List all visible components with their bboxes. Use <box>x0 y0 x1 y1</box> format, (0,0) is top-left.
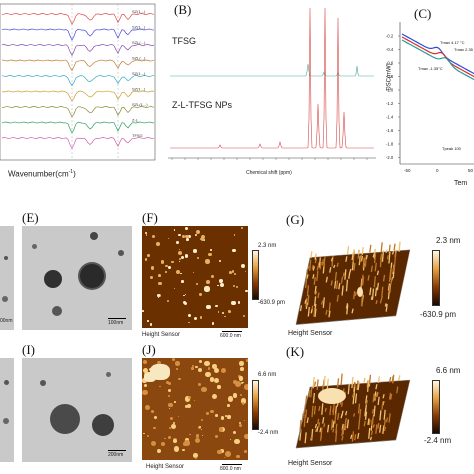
afm-k-scale-bottom: -2.4 nm <box>424 436 452 445</box>
tem-d-scale: 00nm <box>0 318 13 324</box>
dsc-ann2: Tmax 2.35 <box>454 47 473 52</box>
dsc-ytick: -0.8 <box>386 74 394 79</box>
panel-k-label: (K) <box>286 344 305 359</box>
dsc-ann4: Tpeak 100 <box>442 146 461 151</box>
dsc-xtick: 50 <box>468 168 474 173</box>
dsc-xlabel: Tem <box>454 180 468 187</box>
afm-f-scale-bottom: -630.9 pm <box>258 300 286 306</box>
tem-image-d-partial: 00nm <box>0 226 14 330</box>
tem-e-scale: 100nm <box>108 320 124 326</box>
panel-b-label: (B) <box>174 2 192 17</box>
dsc-ytick: -1.8 <box>386 142 394 147</box>
dsc-ytick: -1.0 <box>386 88 394 93</box>
dsc-ytick: -0.4 <box>386 47 394 52</box>
ftir-series-label-9: TFSG <box>132 133 143 138</box>
panel-j-label: (J) <box>142 342 156 357</box>
ftir-series-6 <box>1 90 155 102</box>
ftir-series-2 <box>1 28 155 41</box>
afm-g-caption: Height Sensor <box>288 330 333 337</box>
ftir-series-5 <box>1 75 155 87</box>
ftir-series-label-5: SZ(1...) <box>132 71 146 76</box>
afm-3d-g <box>295 241 411 325</box>
afm-f-scalebar: 600.0 nm <box>220 333 241 339</box>
dsc-xtick: -50 <box>404 168 411 173</box>
afm-j-scalebar: 800.0 nm <box>220 466 241 472</box>
afm-j-colorbar <box>252 380 259 430</box>
afm-j-scale-top: 6.6 nm <box>258 372 277 378</box>
nmr-tfsg-label: TFSG <box>172 36 196 46</box>
afm-image-f <box>142 226 248 328</box>
panel-i-label: (I) <box>22 342 35 357</box>
tem-image-i: 200nm <box>22 358 132 462</box>
ftir-xlabel: Wavenumber(cm-1) <box>8 169 76 179</box>
tem-image-e: 100nm <box>22 226 132 330</box>
nmr-xlabel: Chemical shift (ppm) <box>246 170 292 176</box>
ftir-series-7 <box>1 106 155 118</box>
dsc-curve-1 <box>401 33 474 75</box>
afm-g-scale-top: 2.3 nm <box>436 236 461 245</box>
ftir-series-label-1: SZ(1...) <box>132 9 146 14</box>
afm-k-scale-top: 6.6 nm <box>436 366 461 375</box>
dsc-curve-3 <box>401 39 474 81</box>
panel-e-label: (E) <box>22 210 39 225</box>
ftir-series-label-8: Z-L <box>132 118 139 123</box>
afm-j-scale-bottom: -2.4 nm <box>258 430 279 436</box>
afm-k-caption: Height Sensor <box>288 460 333 467</box>
dsc-xtick: 0 <box>436 168 439 173</box>
panel-g-label: (G) <box>286 212 305 227</box>
ftir-series-4 <box>1 59 155 72</box>
afm-f-colorbar <box>252 250 259 300</box>
afm-g-scale-bottom: -630.9 pm <box>420 310 457 319</box>
ftir-series-1 <box>1 13 155 25</box>
dsc-ann3: Tmax -1.35°C <box>418 66 443 71</box>
ftir-series-label-6: SZ(1...) <box>132 87 146 92</box>
dsc-ytick: -1.4 <box>386 115 394 120</box>
dsc-ylabel: DSC(mW) <box>386 63 393 91</box>
dsc-ytick: -2.0 <box>386 155 394 160</box>
dsc-ytick: -1.6 <box>386 128 394 133</box>
nmr-tfsg-trace <box>170 63 374 77</box>
tem-image-h-partial <box>0 358 14 462</box>
afm-k-colorbar <box>432 380 440 434</box>
afm-3d-k <box>295 373 411 449</box>
panel-c-label: (C) <box>414 6 432 21</box>
afm-j-caption: Height Sensor <box>146 464 185 470</box>
tem-i-scale: 200nm <box>108 452 124 458</box>
ftir-spectra: SZ(1...) SZ(1...) SZL(...) SZL(...) SZ(1...)… <box>0 3 156 161</box>
ftir-series-8 <box>1 121 155 134</box>
afm-f-scale-top: 2.3 nm <box>258 243 277 249</box>
ftir-series-label-4: SZL(...) <box>132 56 146 61</box>
afm-f-caption: Height Sensor <box>142 332 181 338</box>
afm-image-j <box>142 358 248 460</box>
afm-g-colorbar <box>432 250 440 306</box>
ftir-series-label-3: SZL(...) <box>132 40 146 45</box>
dsc-ann1: Tmax 4.17 °C <box>440 40 465 45</box>
ftir-series-9 <box>1 137 155 150</box>
panel-b-nmr: (B) TFSG Z-L-TFSG NPs Chemical shift (pp… <box>160 0 378 192</box>
dsc-ytick: -1.2 <box>386 101 394 106</box>
nmr-nps-label: Z-L-TFSG NPs <box>172 100 232 110</box>
panel-f-label: (F) <box>142 210 158 225</box>
ftir-series-label-2: SZ(1...) <box>132 25 146 30</box>
panel-c-dsc: (C) -0.2 -0.4 -0.6 -0.8 -1.0 -1.2 -1.4 -1.6 -1.8… <box>378 0 474 192</box>
ftir-series-label-7: SZL(1...) <box>132 102 148 107</box>
dsc-ytick: -0.6 <box>386 61 394 66</box>
nmr-spectra <box>168 7 376 160</box>
panel-a-ftir: SZ(1...) SZ(1...) SZL(...) SZL(...) SZ(1...)… <box>0 0 160 192</box>
ftir-series-3 <box>1 44 155 57</box>
dsc-curves: -0.2 -0.4 -0.6 -0.8 -1.0 -1.2 -1.4 -1.6 -1.8 -2.0… <box>386 22 474 173</box>
dsc-curve-2 <box>401 36 474 78</box>
nmr-nps-trace <box>170 7 374 149</box>
dsc-ytick: -0.2 <box>386 34 394 39</box>
